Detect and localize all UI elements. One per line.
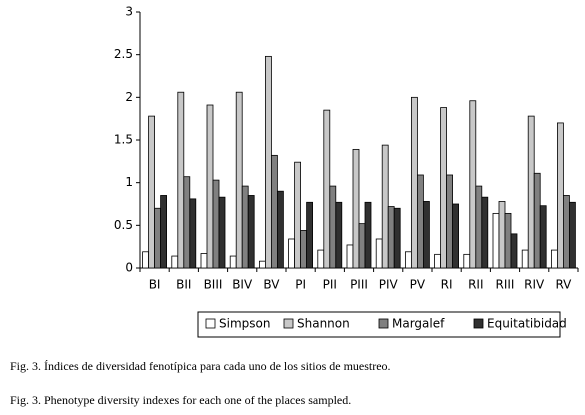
bar	[288, 238, 296, 269]
bar	[557, 122, 564, 269]
bar	[492, 212, 500, 269]
x-tick-label: BIII	[204, 278, 223, 292]
x-tick-label: BV	[263, 278, 280, 292]
bar	[229, 255, 237, 269]
bar	[422, 201, 430, 269]
bar	[416, 174, 424, 269]
bar	[264, 55, 272, 269]
bar	[510, 233, 518, 269]
bar	[258, 260, 266, 269]
x-tick-label: PV	[410, 278, 426, 292]
bar	[440, 107, 448, 269]
y-tick-label: 1.5	[114, 133, 133, 147]
bar	[183, 176, 191, 269]
bar	[551, 249, 558, 269]
bar	[276, 190, 284, 269]
bar	[393, 207, 401, 269]
bar	[521, 249, 529, 269]
bar	[434, 253, 442, 269]
x-tick-label: RIV	[524, 278, 545, 292]
bar	[404, 251, 412, 269]
caption: Fig. 3. Índices de diversidad fenotípica…	[10, 359, 391, 373]
bar	[171, 255, 179, 269]
bar	[206, 104, 214, 269]
bar	[317, 249, 325, 269]
bar	[160, 195, 168, 269]
x-tick-label: RIII	[496, 278, 515, 292]
bar	[446, 174, 454, 269]
bar	[247, 195, 255, 269]
x-tick-label: PIV	[379, 278, 399, 292]
bar	[235, 91, 243, 269]
bar	[533, 172, 541, 269]
bar	[539, 205, 547, 269]
legend-swatch	[473, 318, 484, 329]
x-tick-label: RV	[555, 278, 572, 292]
bar	[475, 185, 483, 269]
bar	[481, 196, 489, 269]
legend-swatch	[205, 318, 216, 329]
legend-label: Margalef	[392, 317, 445, 331]
bar	[329, 185, 337, 269]
bar	[364, 201, 372, 269]
x-tick-label: PIII	[350, 278, 368, 292]
bar	[189, 198, 197, 269]
legend-label: Shannon	[297, 317, 350, 331]
y-tick-label: 2.5	[114, 47, 133, 61]
bar	[306, 201, 314, 269]
x-tick-label: BII	[176, 278, 191, 292]
x-tick-label: RII	[468, 278, 483, 292]
bar	[177, 91, 185, 269]
bar	[569, 201, 576, 269]
bar	[323, 109, 331, 269]
bar	[270, 154, 278, 269]
bar	[358, 223, 366, 269]
y-tick-label: 0.5	[114, 218, 133, 232]
x-tick-label: PII	[323, 278, 337, 292]
y-tick-label: 2	[125, 90, 133, 104]
bar	[346, 244, 354, 269]
bar	[241, 185, 249, 269]
bar	[469, 100, 477, 269]
legend-label: Simpson	[219, 317, 270, 331]
legend-swatch	[378, 318, 389, 329]
legend-swatch	[283, 318, 294, 329]
bar	[335, 201, 343, 269]
bar	[381, 144, 389, 269]
bar	[452, 203, 460, 269]
bar	[200, 253, 208, 269]
y-tick-label: 3	[125, 5, 133, 19]
bar	[410, 96, 418, 269]
x-tick-label: BIV	[232, 278, 253, 292]
x-tick-label: RI	[441, 278, 453, 292]
bar	[212, 179, 220, 269]
bar	[154, 207, 162, 269]
bar	[294, 161, 302, 269]
bar	[387, 206, 395, 269]
bar	[375, 238, 383, 269]
chart: 0 0.5 1 1.5 2 2.5 3 BI BII BIII BIV BV PI PII PIII PIV P…	[114, 5, 579, 338]
bar	[352, 148, 360, 269]
bar	[142, 251, 150, 269]
bar	[498, 201, 506, 269]
bar	[300, 230, 308, 269]
y-tick-label: 0	[125, 261, 133, 275]
x-tick-label: PI	[295, 278, 306, 292]
legend-label: Equitatibidad	[487, 317, 567, 331]
bar	[463, 253, 471, 269]
bar	[218, 196, 226, 269]
bar	[563, 195, 570, 269]
bar	[527, 115, 535, 269]
y-tick-label: 1	[125, 175, 133, 189]
caption: Fig. 3. Phenotype diversity indexes for …	[10, 393, 352, 407]
bar	[148, 115, 156, 269]
x-tick-label: BI	[149, 278, 161, 292]
bar	[504, 212, 512, 269]
